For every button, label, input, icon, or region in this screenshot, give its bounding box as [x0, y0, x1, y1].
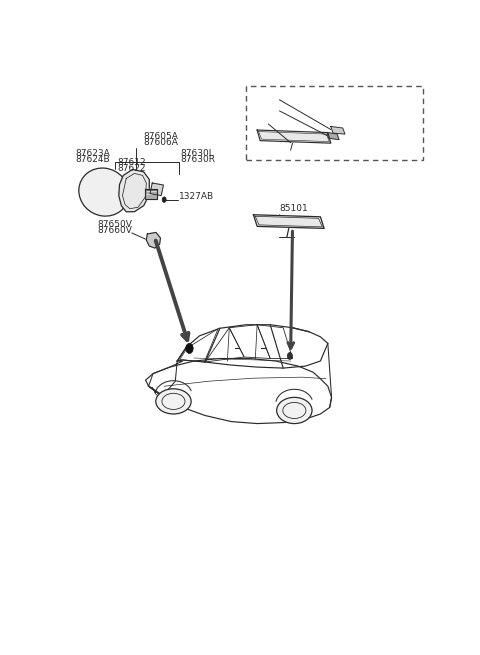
Text: 1327AB: 1327AB — [179, 192, 214, 201]
Text: 87660V: 87660V — [97, 226, 132, 235]
Text: 85101: 85101 — [279, 204, 308, 214]
FancyBboxPatch shape — [246, 86, 423, 160]
Text: 87622: 87622 — [118, 164, 146, 174]
Polygon shape — [253, 215, 324, 229]
Polygon shape — [145, 189, 157, 198]
Polygon shape — [257, 130, 331, 143]
Text: 87606A: 87606A — [144, 138, 179, 147]
Polygon shape — [327, 132, 339, 140]
Polygon shape — [150, 183, 163, 196]
Circle shape — [186, 343, 193, 354]
Ellipse shape — [79, 168, 129, 216]
Text: 87630L: 87630L — [180, 149, 214, 158]
Text: 87630R: 87630R — [180, 155, 215, 164]
Text: 87612: 87612 — [118, 159, 146, 168]
Text: 87614A: 87614A — [251, 101, 285, 110]
Text: 87609B: 87609B — [251, 114, 285, 123]
Text: 87623A: 87623A — [75, 149, 109, 158]
Circle shape — [162, 197, 166, 202]
Text: 87605A: 87605A — [144, 132, 179, 141]
Text: (W/HOME LINK SYS): (W/HOME LINK SYS) — [250, 90, 343, 100]
Text: 87624B: 87624B — [75, 155, 109, 164]
Text: 87650V: 87650V — [97, 220, 132, 229]
Polygon shape — [331, 126, 345, 134]
Ellipse shape — [276, 398, 312, 424]
Circle shape — [288, 352, 292, 360]
Ellipse shape — [156, 389, 191, 414]
Polygon shape — [119, 170, 149, 212]
Polygon shape — [146, 233, 160, 248]
Text: 85101: 85101 — [251, 127, 279, 136]
